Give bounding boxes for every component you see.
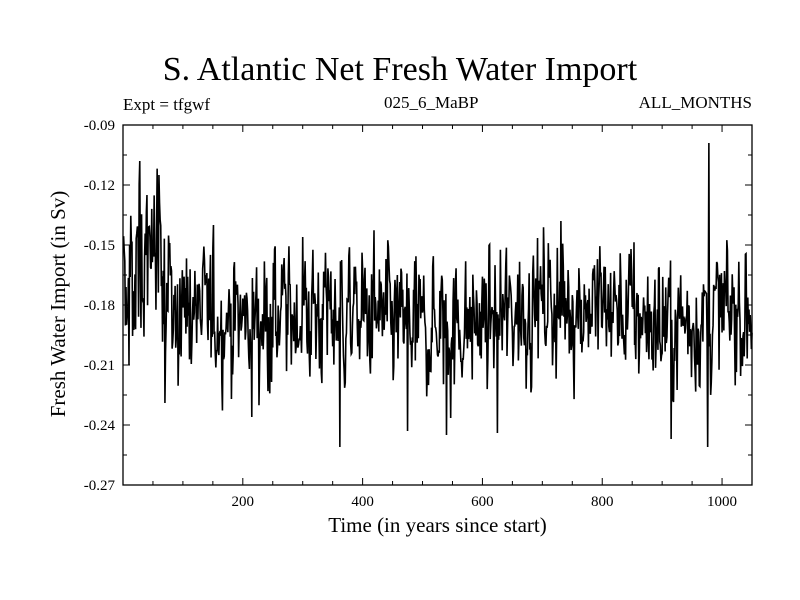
series-line: [122, 142, 753, 448]
chart-title: S. Atlantic Net Fresh Water Import: [162, 51, 638, 88]
y-tick-label: -0.21: [84, 358, 115, 374]
months-label: ALL_MONTHS: [638, 93, 752, 112]
y-tick-label: -0.15: [84, 238, 115, 254]
y-tick-label: -0.18: [84, 298, 115, 314]
x-tick-label: 800: [591, 494, 614, 510]
y-tick-label: -0.12: [84, 178, 115, 194]
plot-frame: [122, 124, 753, 486]
x-tick-label: 200: [232, 494, 255, 510]
y-tick-label: -0.09: [84, 118, 115, 134]
y-tick-label: -0.24: [84, 418, 116, 434]
y-tick-label: -0.27: [84, 478, 116, 494]
run-label: 025_6_MaBP: [384, 93, 479, 112]
x-tick-label: 400: [351, 494, 374, 510]
x-axis-label: Time (in years since start): [328, 513, 547, 537]
x-tick-label: 600: [471, 494, 494, 510]
x-tick-label: 1000: [707, 494, 737, 510]
experiment-label: Expt = tfgwf: [123, 95, 211, 114]
